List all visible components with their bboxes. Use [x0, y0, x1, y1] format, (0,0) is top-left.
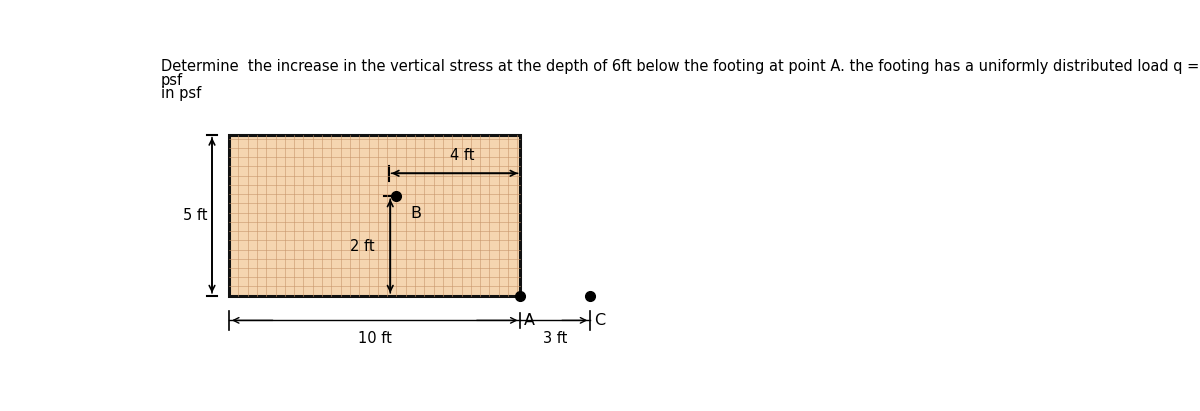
Text: A: A [524, 313, 535, 328]
Text: B: B [410, 206, 421, 221]
Bar [229, 135, 521, 296]
Text: 5 ft: 5 ft [182, 208, 208, 223]
Text: 10 ft: 10 ft [358, 331, 391, 346]
Text: 4 ft: 4 ft [450, 148, 474, 162]
Text: psf: psf [161, 73, 182, 88]
Text: Determine  the increase in the vertical stress at the depth of 6ft below the foo: Determine the increase in the vertical s… [161, 59, 1200, 74]
Text: 3 ft: 3 ft [544, 331, 568, 346]
Text: 2 ft: 2 ft [350, 238, 374, 254]
Text: in psf: in psf [161, 86, 202, 101]
Text: C: C [594, 313, 605, 328]
